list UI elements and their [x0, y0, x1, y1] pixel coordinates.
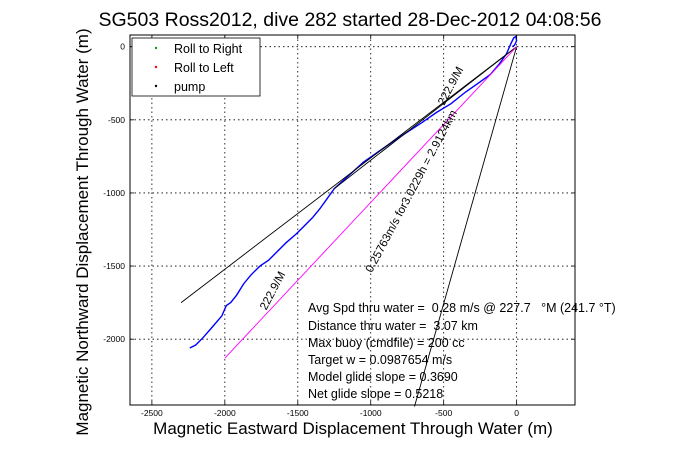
series-heading-line-3: [414, 46, 518, 407]
legend-marker-roll-left: [154, 65, 158, 69]
stat-target-w: Target w = 0.0987654 m/s: [308, 353, 452, 367]
grid-lines: [130, 35, 575, 405]
x-tick-label: -2000: [214, 408, 236, 418]
chart-title: SG503 Ross2012, dive 282 started 28-Dec-…: [98, 9, 601, 31]
y-axis-label: Magnetic Northward Displacement Through …: [73, 28, 92, 435]
legend-label-roll-right: Roll to Right: [174, 42, 243, 56]
plot-frame: [129, 34, 576, 406]
legend-marker-roll-right: [154, 46, 158, 50]
series-dive-course: [224, 46, 517, 359]
series-layer: [180, 35, 518, 407]
series-heading-line-2: [334, 46, 517, 189]
y-tick-label: -1000: [103, 188, 125, 198]
stats-annotation-block: Avg Spd thru water = 0.28 m/s @ 227.7 °M…: [308, 301, 616, 401]
legend: Roll to Right Roll to Left pump: [131, 37, 261, 97]
legend-label-pump: pump: [174, 80, 205, 94]
stat-avg-speed: Avg Spd thru water = 0.28 m/s @ 227.7 °M…: [308, 301, 616, 315]
x-tick-label: -500: [435, 408, 452, 418]
y-tick-label: 0: [120, 42, 125, 52]
y-tick-labels: -2000 -1500 -1000 -500 0: [103, 42, 125, 344]
axis-ticks: [130, 35, 575, 405]
stat-net-glide: Net glide slope = 0.5218: [308, 387, 443, 401]
x-tick-labels: -2500 -2000 -1500 -1000 -500 0: [141, 408, 519, 418]
x-tick-label: 0: [514, 408, 519, 418]
legend-box: [131, 37, 261, 97]
series-heading-line-1: [180, 46, 517, 303]
y-tick-label: -1500: [103, 261, 125, 271]
x-tick-label: -1500: [287, 408, 309, 418]
legend-label-roll-left: Roll to Left: [174, 61, 234, 75]
stat-model-glide: Model glide slope = 0.3690: [308, 370, 458, 384]
plot-area: [130, 35, 575, 405]
y-tick-label: -2000: [103, 334, 125, 344]
stat-distance: Distance thru water = 3.07 km: [308, 319, 478, 333]
x-tick-label: -1000: [360, 408, 382, 418]
legend-marker-pump: [154, 84, 158, 88]
x-axis-label: Magnetic Eastward Displacement Through W…: [153, 419, 553, 438]
stat-max-buoy: Max buoy (cmdfile) = 200 cc: [308, 336, 465, 350]
y-tick-label: -500: [108, 115, 125, 125]
x-tick-label: -2500: [141, 408, 163, 418]
